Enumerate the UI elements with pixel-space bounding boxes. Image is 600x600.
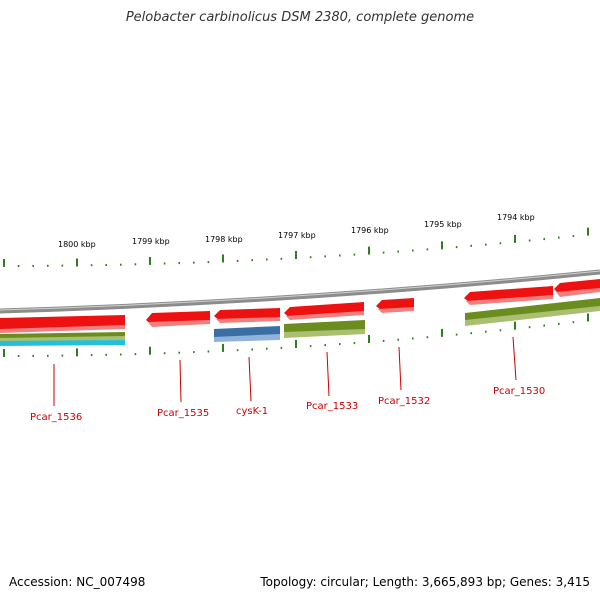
scale-label-1794: 1794 kbp bbox=[497, 213, 535, 222]
scale-label-1797: 1797 kbp bbox=[278, 231, 316, 240]
gene-label-cysk-1[interactable]: cysK-1 bbox=[236, 406, 268, 417]
map-title: Pelobacter carbinolicus DSM 2380, comple… bbox=[125, 10, 475, 25]
gene-pcar-1532-shadow bbox=[378, 307, 414, 313]
leader-pcar-1533 bbox=[326, 351, 330, 397]
label-leaders bbox=[53, 336, 517, 406]
gene-pcar-1533-olive-light bbox=[284, 329, 365, 338]
gene-pcar-1533-shadow bbox=[286, 311, 364, 320]
scale-label-1796: 1796 kbp bbox=[351, 226, 389, 235]
gene-pcar-1531-arrow[interactable] bbox=[464, 286, 553, 303]
gene-label-pcar-1536[interactable]: Pcar_1536 bbox=[30, 412, 82, 423]
gene-label-pcar-1530[interactable]: Pcar_1530 bbox=[493, 386, 545, 397]
gene-label-pcar-1535[interactable]: Pcar_1535 bbox=[157, 408, 209, 419]
gene-pcar-1536-shadow bbox=[0, 325, 125, 333]
scale-ticks-lower bbox=[3, 313, 589, 357]
genome-summary-text: Topology: circular; Length: 3,665,893 bp… bbox=[260, 575, 590, 589]
leader-cysk-1 bbox=[248, 356, 252, 402]
gene-arrows bbox=[0, 279, 600, 346]
gene-pcar-1531-shadow bbox=[466, 295, 553, 305]
gene-label-pcar-1532[interactable]: Pcar_1532 bbox=[378, 396, 430, 407]
gene-pcar-1535-shadow bbox=[148, 320, 210, 327]
gene-pcar-1529-shadow bbox=[556, 288, 600, 297]
scale-label-1795: 1795 kbp bbox=[424, 220, 462, 229]
genome-backbone bbox=[0, 269, 600, 314]
scale-label-1799: 1799 kbp bbox=[132, 237, 170, 246]
gene-pcar-1530-olive-light bbox=[465, 306, 600, 326]
gene-labels: Pcar_1536 Pcar_1535 cysK-1 Pcar_1533 Pca… bbox=[30, 386, 545, 423]
gene-pcar-1534-shadow bbox=[216, 317, 280, 323]
genome-backbone-highlight bbox=[0, 270, 600, 311]
leader-pcar-1532 bbox=[398, 346, 402, 391]
gene-pcar-1530-olive[interactable] bbox=[465, 298, 600, 322]
scale-labels: 1800 kbp 1799 kbp 1798 kbp 1797 kbp 1796… bbox=[58, 213, 535, 249]
gene-pcar-1536-cyan[interactable] bbox=[0, 340, 125, 346]
leader-pcar-1535 bbox=[179, 359, 182, 403]
accession-text: Accession: NC_007498 bbox=[9, 575, 146, 589]
leader-pcar-1530 bbox=[512, 336, 517, 381]
gene-cysk-1-shadow bbox=[214, 334, 280, 342]
scale-label-1800: 1800 kbp bbox=[58, 240, 96, 249]
scale-ticks bbox=[3, 227, 589, 267]
scale-label-1798: 1798 kbp bbox=[205, 235, 243, 244]
gene-label-pcar-1533[interactable]: Pcar_1533 bbox=[306, 401, 358, 412]
